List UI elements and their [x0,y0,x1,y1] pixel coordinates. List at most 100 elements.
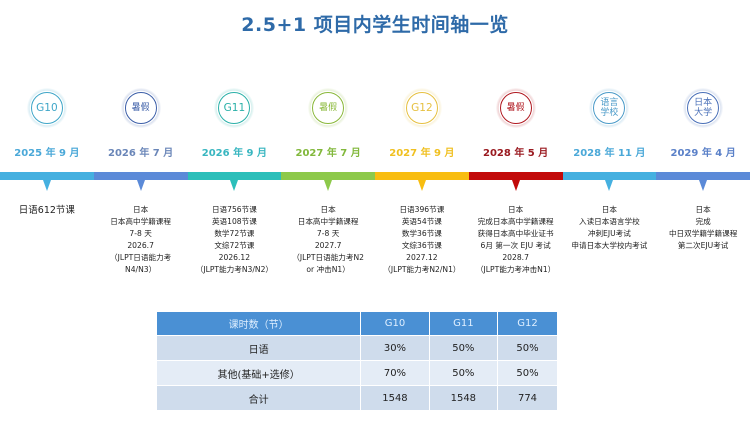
detail-line: 中日双学籍学籍课程 [668,229,738,238]
milestone-date: 2025 年 9 月 [14,148,80,159]
milestone-details: 日本 完成日本高中学籍课程 获得日本高中毕业证书 6月 第一次 EJU 考试 2028.… [469,204,563,276]
detail-line: 第二次EJU考试 [677,241,729,250]
timeline-milestone: 语言 学校 2028 年 11 月 [563,88,657,159]
table-cell: 50% [429,360,499,386]
table-header-row: 课时数（节） G10 G11 G12 [157,312,557,336]
milestone-date: 2029 年 4 月 [670,148,736,159]
badge-halo: 暑假 [495,88,536,128]
timeline-segment [562,172,657,191]
milestone-date: 2028 年 5 月 [483,148,549,159]
badge-halo: 语言 学校 [589,88,630,128]
detail-line: 日本 [601,205,617,214]
detail-line: 文综72节课 [214,241,255,250]
timeline-milestone: 暑假 2027 年 7 月 [281,88,375,159]
milestone-date: 2027 年 9 月 [389,148,455,159]
detail-line: 申请日本大学校内考试 [571,241,648,250]
table-cell: 50% [497,335,557,361]
detail-line: 完成 [695,217,711,226]
table-cell: 70% [360,360,430,386]
detail-line: 日本高中学籍课程 [297,217,359,226]
pointer-arrow-icon [324,180,333,191]
table-cell: 其他(基础+选修） [157,360,362,386]
detail-line: 入读日本语言学校 [579,217,640,226]
badge-halo: G12 [401,88,442,128]
detail-line: 2026.7 [127,241,154,250]
timeline-segment [0,172,94,191]
table-cell: 774 [497,385,557,410]
milestone-badge: 暑假 [312,92,345,124]
timeline-milestone: G12 2027 年 9 月 [375,88,469,159]
pointer-arrow-icon [699,180,708,191]
detail-line: 日语396节课 [399,205,445,214]
detail-line: 日语612节课 [18,205,75,216]
table-cell: 30% [360,335,430,361]
timeline-segment [187,172,282,191]
detail-line: 获得日本高中毕业证书 [477,229,554,238]
detail-line: 完成日本高中学籍课程 [477,217,554,226]
milestone-badge: 语言 学校 [593,92,626,124]
detail-line: 日本 [695,205,711,214]
table-header-cell: 课时数（节） [157,312,362,336]
milestone-details: 日本完成中日双学籍学籍课程 第二次EJU考试 [656,204,750,252]
detail-line: 冲刺EJU考试 [587,229,631,238]
table-row: 日语 30% 50% 50% [157,335,557,361]
detail-line: 2028.7 [502,253,529,262]
table-cell: 50% [429,335,499,361]
milestone-badge: G11 [218,92,251,124]
pointer-arrow-icon [511,180,520,191]
table-cell: 日语 [157,335,362,361]
detail-line: 英语54节课 [401,217,442,226]
detail-line: 日本 [133,205,149,214]
detail-line: 日本高中学籍课程 [110,217,171,226]
detail-line: 2026.12 [218,253,251,262]
milestone-date: 2026 年 9 月 [201,148,267,159]
detail-line: 2027.7 [314,241,342,250]
timeline-milestone: 暑假 2028 年 5 月 [469,88,563,159]
timeline-milestone: G11 2026 年 9 月 [188,88,282,159]
detail-line: （JLPT能力考N3/N2） [195,265,273,274]
detail-line: 2027.12 [406,253,438,262]
detail-line: or 冲击N1） [306,265,350,274]
milestone-details: 日本入读日本语言学校 冲刺EJU考试申请日本大学校内考试 [563,204,657,252]
detail-line: 日语756节课 [211,205,257,214]
page-title: 2.5+1 项目内学生时间轴一览 [241,14,509,36]
detail-line: （JLPT日语能力考N2 [292,253,364,262]
detail-line: 日本 [320,205,336,214]
timeline-segment [281,172,375,191]
detail-line: 英语108节课 [211,217,257,226]
course-hours-table: 课时数（节） G10 G11 G12 日语 30% 50% 50% 其他(基础+… [157,312,557,410]
milestone-badge: 暑假 [499,92,532,124]
table-row: 其他(基础+选修） 70% 50% 50% [157,360,557,386]
detail-line: 文综36节课 [401,241,442,250]
table-cell: 合计 [157,385,362,410]
table-row: 合计 1548 1548 774 [157,385,557,410]
timeline-bar [0,172,750,191]
detail-line: 日本 [508,205,524,214]
milestone-date: 2026 年 7 月 [108,148,174,159]
timeline-segment [375,172,469,191]
badge-halo: 暑假 [120,88,161,128]
milestone-date: 2028 年 11 月 [573,148,646,159]
badge-halo: 日本 大学 [683,88,724,128]
badge-halo: G11 [214,88,255,128]
pointer-arrow-icon [230,180,239,191]
timeline-milestone: 日本 大学 2029 年 4 月 [656,88,750,159]
milestone-details: 日语396节课 英语54节课 数学36节课 文综36节课 2027.12 （JLPT能力考… [375,204,469,276]
detail-line: 数学36节课 [401,229,442,238]
table-cell: 1548 [429,385,499,410]
milestone-date: 2027 年 7 月 [295,148,361,159]
milestone-badge: 暑假 [124,92,157,124]
milestone-details: 日语756节课 英语108节课 数学72节课 文综72节课 2026.12 （JLPT能力… [188,204,282,276]
detail-line: N4/N3） [125,265,157,274]
milestone-badge: 日本 大学 [687,92,720,124]
timeline-segment [93,172,188,191]
pointer-arrow-icon [42,180,51,191]
badge-halo: 暑假 [308,88,349,128]
detail-line: 7-8 天 [316,229,340,238]
pointer-arrow-icon [417,180,426,191]
detail-line: （JLPT能力考冲击N1） [475,265,556,274]
timeline-segment [468,172,563,191]
detail-line: （JLPT日语能力考 [110,253,172,262]
detail-line: （JLPT能力考N2/N1） [383,265,461,274]
badge-halo: G10 [26,88,67,128]
